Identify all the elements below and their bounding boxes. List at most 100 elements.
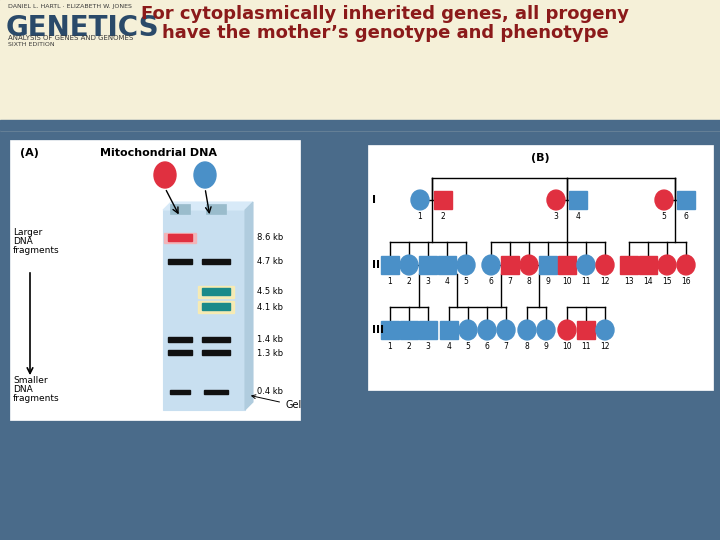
Text: Gel: Gel (252, 395, 301, 410)
Bar (620, 256, 638, 274)
Text: 13: 13 (624, 277, 634, 286)
Ellipse shape (518, 320, 536, 340)
Ellipse shape (577, 255, 595, 275)
Bar (419, 321, 437, 339)
Polygon shape (245, 202, 253, 410)
Text: 1: 1 (387, 277, 392, 286)
Text: 4: 4 (444, 277, 449, 286)
Ellipse shape (478, 320, 496, 340)
Text: 2: 2 (407, 277, 411, 286)
Ellipse shape (655, 190, 673, 210)
Text: 6: 6 (485, 342, 490, 351)
Text: SIXTH EDITION: SIXTH EDITION (8, 42, 55, 47)
Ellipse shape (658, 255, 676, 275)
Bar (168, 337, 192, 342)
Bar (0, 120, 720, 130)
Bar (168, 234, 192, 241)
Ellipse shape (537, 320, 555, 340)
Text: 8: 8 (526, 277, 531, 286)
Text: DNA: DNA (13, 385, 32, 394)
Text: Smaller: Smaller (13, 376, 48, 385)
Text: (B): (B) (531, 153, 550, 163)
Text: have the mother’s genotype and phenotype: have the mother’s genotype and phenotype (161, 24, 608, 42)
Bar (206, 204, 226, 214)
Text: fragments: fragments (13, 394, 60, 403)
Text: DANIEL L. HARTL · ELIZABETH W. JONES: DANIEL L. HARTL · ELIZABETH W. JONES (8, 4, 132, 9)
Text: 2: 2 (441, 212, 446, 221)
Bar (569, 191, 587, 209)
Text: 11: 11 (581, 277, 590, 286)
Bar (501, 256, 519, 274)
Ellipse shape (400, 255, 418, 275)
Text: 1.3 kb: 1.3 kb (257, 348, 283, 357)
Text: 5: 5 (464, 277, 469, 286)
Text: 5: 5 (662, 212, 667, 221)
Text: 4: 4 (575, 212, 580, 221)
Text: 1.4 kb: 1.4 kb (257, 335, 283, 345)
Bar (168, 259, 192, 264)
Ellipse shape (194, 162, 216, 188)
Text: 8.6 kb: 8.6 kb (257, 233, 283, 242)
Text: 0.4 kb: 0.4 kb (257, 388, 283, 396)
Text: 11: 11 (581, 342, 590, 351)
Text: 10: 10 (562, 277, 572, 286)
Bar (204, 390, 228, 394)
Text: 3: 3 (554, 212, 559, 221)
Ellipse shape (459, 320, 477, 340)
Text: 7: 7 (508, 277, 513, 286)
Bar (438, 256, 456, 274)
Polygon shape (163, 202, 253, 210)
Bar (163, 210, 245, 410)
Text: 9: 9 (546, 277, 550, 286)
Text: 6: 6 (683, 212, 688, 221)
Bar (400, 321, 418, 339)
Text: 1: 1 (387, 342, 392, 351)
Bar (434, 191, 452, 209)
Ellipse shape (457, 255, 475, 275)
Bar (202, 350, 230, 355)
Text: Mitochondrial DNA: Mitochondrial DNA (100, 148, 217, 158)
Bar (440, 321, 458, 339)
Text: For cytoplasmically inherited genes, all progeny: For cytoplasmically inherited genes, all… (141, 5, 629, 23)
Text: 5: 5 (466, 342, 470, 351)
Text: 4.1 kb: 4.1 kb (257, 302, 283, 312)
Bar (10, 140, 300, 420)
Text: 16: 16 (681, 277, 690, 286)
Bar (198, 301, 234, 313)
Text: Larger: Larger (13, 228, 42, 237)
Bar (168, 350, 192, 355)
Text: I: I (372, 195, 376, 205)
Text: (A): (A) (20, 148, 39, 158)
Text: 4.7 kb: 4.7 kb (257, 258, 283, 267)
Text: 6: 6 (489, 277, 493, 286)
Bar (677, 191, 695, 209)
Text: 3: 3 (426, 342, 431, 351)
Text: II: II (372, 260, 380, 270)
Text: 4: 4 (446, 342, 451, 351)
Text: 12: 12 (600, 342, 610, 351)
Text: 7: 7 (503, 342, 508, 351)
Ellipse shape (520, 255, 538, 275)
Bar (202, 259, 230, 264)
Bar (558, 256, 576, 274)
Bar (381, 256, 399, 274)
Bar (368, 145, 713, 390)
Ellipse shape (497, 320, 515, 340)
Ellipse shape (154, 162, 176, 188)
Bar (202, 303, 230, 310)
Bar (164, 233, 196, 243)
Ellipse shape (547, 190, 565, 210)
Text: GENETICS: GENETICS (6, 14, 160, 42)
Text: ANALYSIS OF GENES AND GENOMES: ANALYSIS OF GENES AND GENOMES (8, 35, 133, 41)
Text: 8: 8 (525, 342, 529, 351)
Text: 9: 9 (544, 342, 549, 351)
Text: 4.5 kb: 4.5 kb (257, 287, 283, 296)
Ellipse shape (558, 320, 576, 340)
Text: 14: 14 (643, 277, 653, 286)
Bar (198, 286, 234, 298)
Text: fragments: fragments (13, 246, 60, 255)
Ellipse shape (411, 190, 429, 210)
Ellipse shape (677, 255, 695, 275)
Text: DNA: DNA (13, 237, 32, 246)
Bar (419, 256, 437, 274)
